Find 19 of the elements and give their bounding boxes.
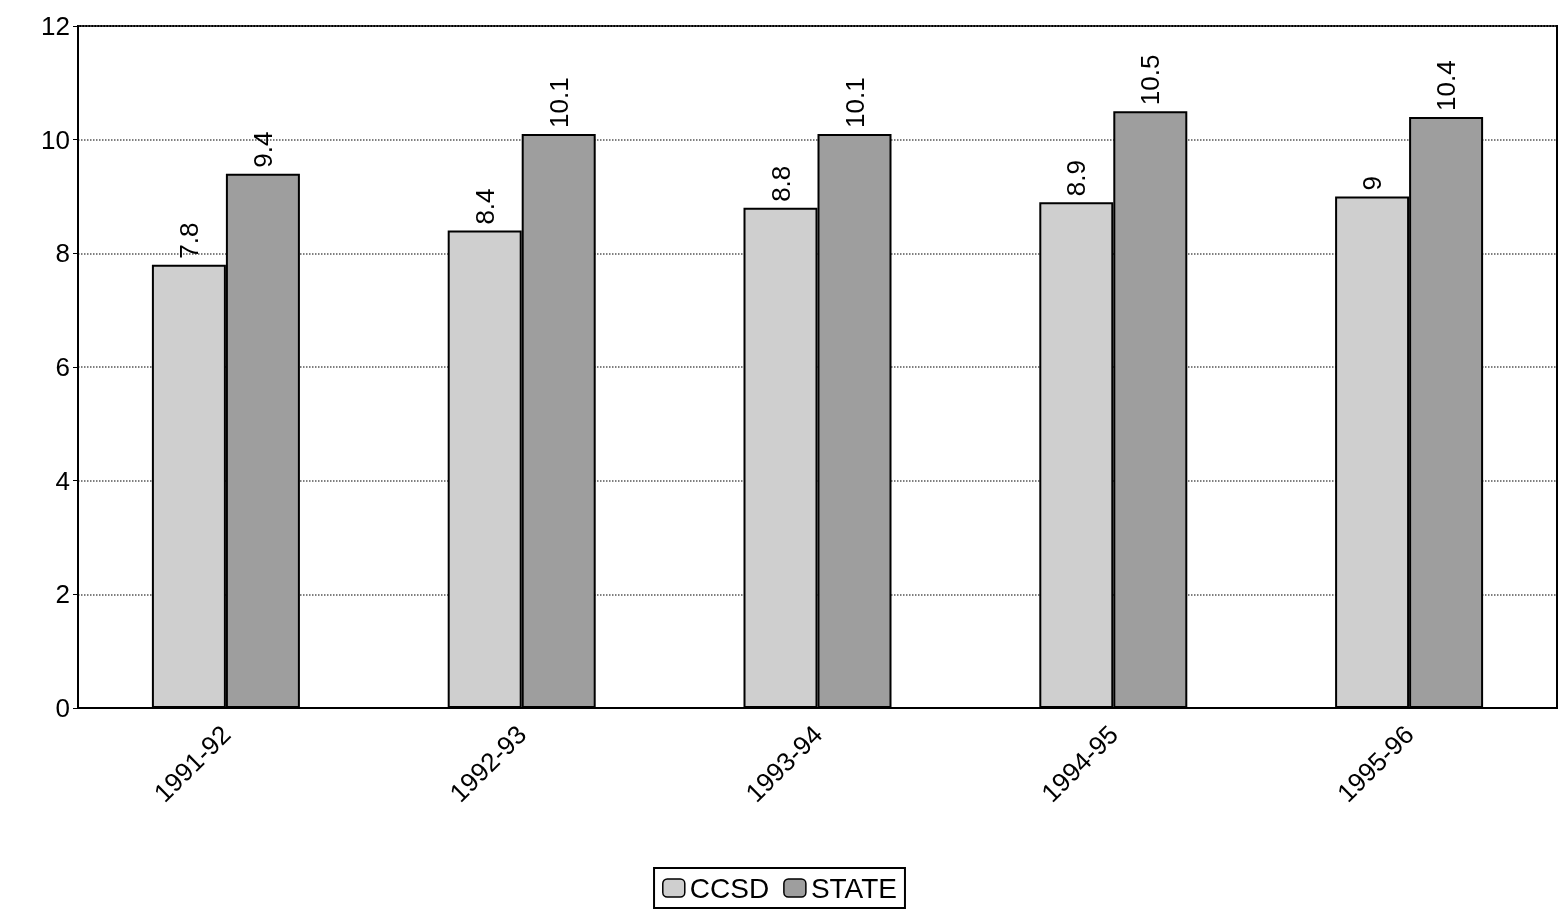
legend-label: STATE [810,872,897,904]
data-label: 8.8 [765,165,796,202]
y-tick-label: 6 [55,352,70,382]
data-label: 9.4 [247,131,278,168]
data-label: 8.9 [1061,160,1092,197]
y-tick-label: 10 [41,124,70,155]
y-tick-label: 2 [55,579,70,610]
data-label: 10.4 [1431,60,1462,111]
data-label: 10.5 [1135,54,1166,106]
data-label: 8.4 [469,188,500,225]
y-tick-label: 4 [55,465,70,496]
y-tick-label: 8 [55,238,70,269]
data-label: 7.8 [173,222,204,259]
y-tick-label: 12 [41,11,70,41]
y-tick-label: 0 [55,693,70,723]
data-label: 10.1 [839,77,870,128]
data-label: 9 [1357,176,1388,191]
data-label: 10.1 [543,77,574,128]
legend-label: CCSD [689,872,770,904]
